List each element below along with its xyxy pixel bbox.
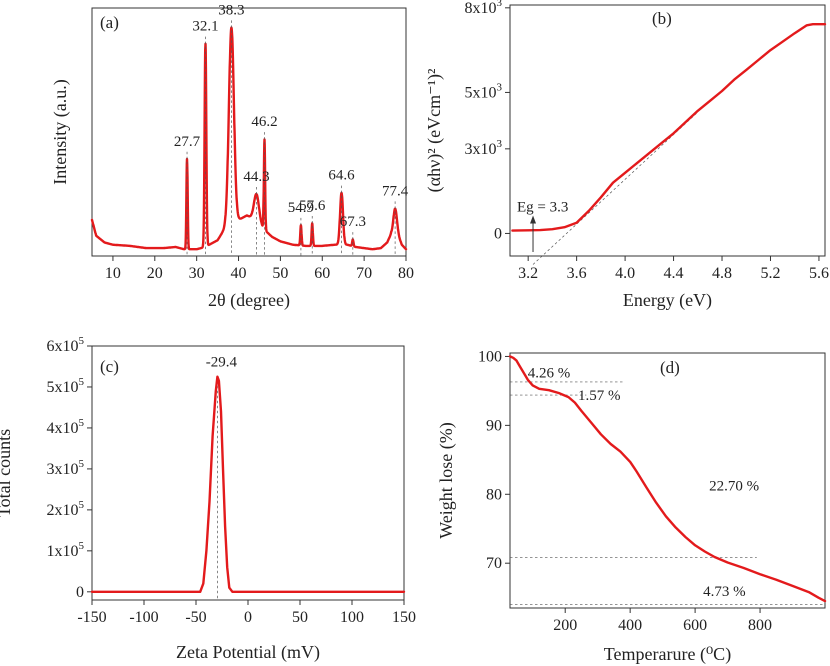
- y-tick-label: 90: [486, 417, 502, 434]
- y-tick-label: 80: [486, 486, 502, 503]
- y-tick-label: 100: [478, 348, 502, 365]
- tauc-plot-panel: 3.2 3.6 4.0 4.4 4.8 5.2 5.6 0 3x103 5x103 8x103 Ene…: [424, 0, 829, 311]
- y-tick-label: 4x105: [47, 417, 85, 437]
- peak-label: 44.3: [243, 169, 269, 185]
- y-tick-label: 2x105: [47, 499, 85, 519]
- y-tick-label: 6x105: [47, 335, 85, 355]
- peak-label: 77.4: [382, 183, 409, 199]
- zeta-potential-panel: -150 -100 -50 0 50 100 150 0 1x105 2x105 3x105 4x10…: [0, 335, 416, 663]
- tauc-curve: [511, 23, 827, 232]
- x-axis-label: Energy (eV): [623, 290, 712, 311]
- y-axis-label: Total counts: [0, 429, 14, 517]
- x-tick-label: 50: [292, 609, 308, 626]
- tangent-extrapolation-line: [532, 111, 699, 265]
- x-tick-label: 800: [748, 617, 772, 634]
- x-tick-label: 3.6: [567, 265, 587, 282]
- x-tick-label: 4.0: [615, 265, 635, 282]
- x-tick-label: -100: [129, 609, 158, 626]
- x-tick-label: 50: [272, 265, 288, 282]
- panel-label: (b): [652, 9, 672, 28]
- weight-loss-annotation: 22.70 %: [709, 478, 759, 494]
- y-tick-label: 5x103: [465, 81, 503, 101]
- x-axis-label: Zeta Potential (mV): [176, 642, 320, 663]
- peak-label: 27.7: [174, 134, 201, 150]
- bandgap-arrow-head: [530, 215, 537, 224]
- y-tick-label: 70: [486, 555, 502, 572]
- y-axis-label: (αhν)² (eVcm⁻¹)²: [424, 69, 445, 193]
- zeta-distribution-curve: [90, 375, 406, 593]
- x-tick-label: 80: [398, 265, 414, 282]
- plot-frame: [91, 345, 405, 601]
- x-tick-label: 3.2: [518, 265, 538, 282]
- x-axis-label: Temperarure (⁰C): [604, 644, 731, 665]
- peak-label: 46.2: [251, 114, 277, 130]
- x-tick-label: 600: [683, 617, 707, 634]
- x-tick-label: 5.2: [760, 265, 780, 282]
- y-tick-label: 3x103: [465, 138, 503, 158]
- y-axis-label: Intensity (a.u.): [50, 79, 71, 184]
- x-tick-label: 150: [392, 609, 416, 626]
- x-tick-label: 0: [244, 609, 252, 626]
- panel-label: (d): [660, 358, 680, 377]
- y-tick-label: 5x105: [47, 376, 85, 396]
- y-tick-label: 0: [76, 584, 84, 601]
- x-tick-label: -50: [185, 609, 206, 626]
- y-tick-label: 0: [494, 225, 502, 242]
- tga-curve-panel: 200 400 600 800 70 80 90 100 Temperarure (⁰C) Wei…: [436, 348, 827, 665]
- x-tick-label: 4.4: [664, 265, 684, 282]
- x-tick-label: 40: [231, 265, 247, 282]
- x-tick-label: 30: [189, 265, 205, 282]
- weight-loss-annotation: 4.73 %: [703, 584, 746, 600]
- x-tick-label: 20: [147, 265, 163, 282]
- y-tick-label: 8x103: [465, 0, 503, 17]
- weight-loss-annotation: 4.26 %: [528, 365, 571, 381]
- tga-weight-curve: [508, 355, 827, 603]
- plot-frame: [91, 7, 407, 257]
- xrd-pattern-panel: 10 20 30 40 50 60 70 80 2θ (degree) Intensity (a.…: [50, 2, 414, 311]
- x-tick-label: 400: [618, 617, 642, 634]
- xrd-intensity-curve: [90, 26, 408, 251]
- bandgap-annotation: Eg = 3.3: [517, 199, 568, 215]
- x-tick-label: -150: [77, 609, 106, 626]
- peak-label: 32.1: [192, 19, 218, 35]
- peak-label: -29.4: [206, 355, 238, 371]
- panel-label: (a): [100, 13, 119, 32]
- x-tick-label: 200: [553, 617, 577, 634]
- x-tick-label: 60: [314, 265, 330, 282]
- peak-label: 67.3: [340, 214, 366, 230]
- x-axis-label: 2θ (degree): [208, 290, 290, 311]
- plot-frame: [509, 4, 826, 257]
- x-tick-label: 100: [340, 609, 364, 626]
- x-tick-label: 10: [105, 265, 121, 282]
- y-tick-label: 3x105: [47, 458, 85, 478]
- panel-label: (c): [100, 357, 119, 376]
- x-tick-label: 70: [356, 265, 372, 282]
- x-tick-label: 5.6: [809, 265, 829, 282]
- y-tick-label: 1x105: [47, 540, 85, 560]
- plot-frame: [509, 352, 826, 609]
- peak-label: 54.9: [288, 200, 314, 216]
- weight-loss-annotation: 1.57 %: [578, 388, 621, 404]
- peak-label: 38.3: [218, 2, 244, 18]
- peak-label: 57.6: [299, 198, 326, 214]
- peak-label: 64.6: [328, 168, 355, 184]
- y-axis-label: Weight lose (%): [436, 422, 457, 539]
- x-tick-label: 4.8: [712, 265, 732, 282]
